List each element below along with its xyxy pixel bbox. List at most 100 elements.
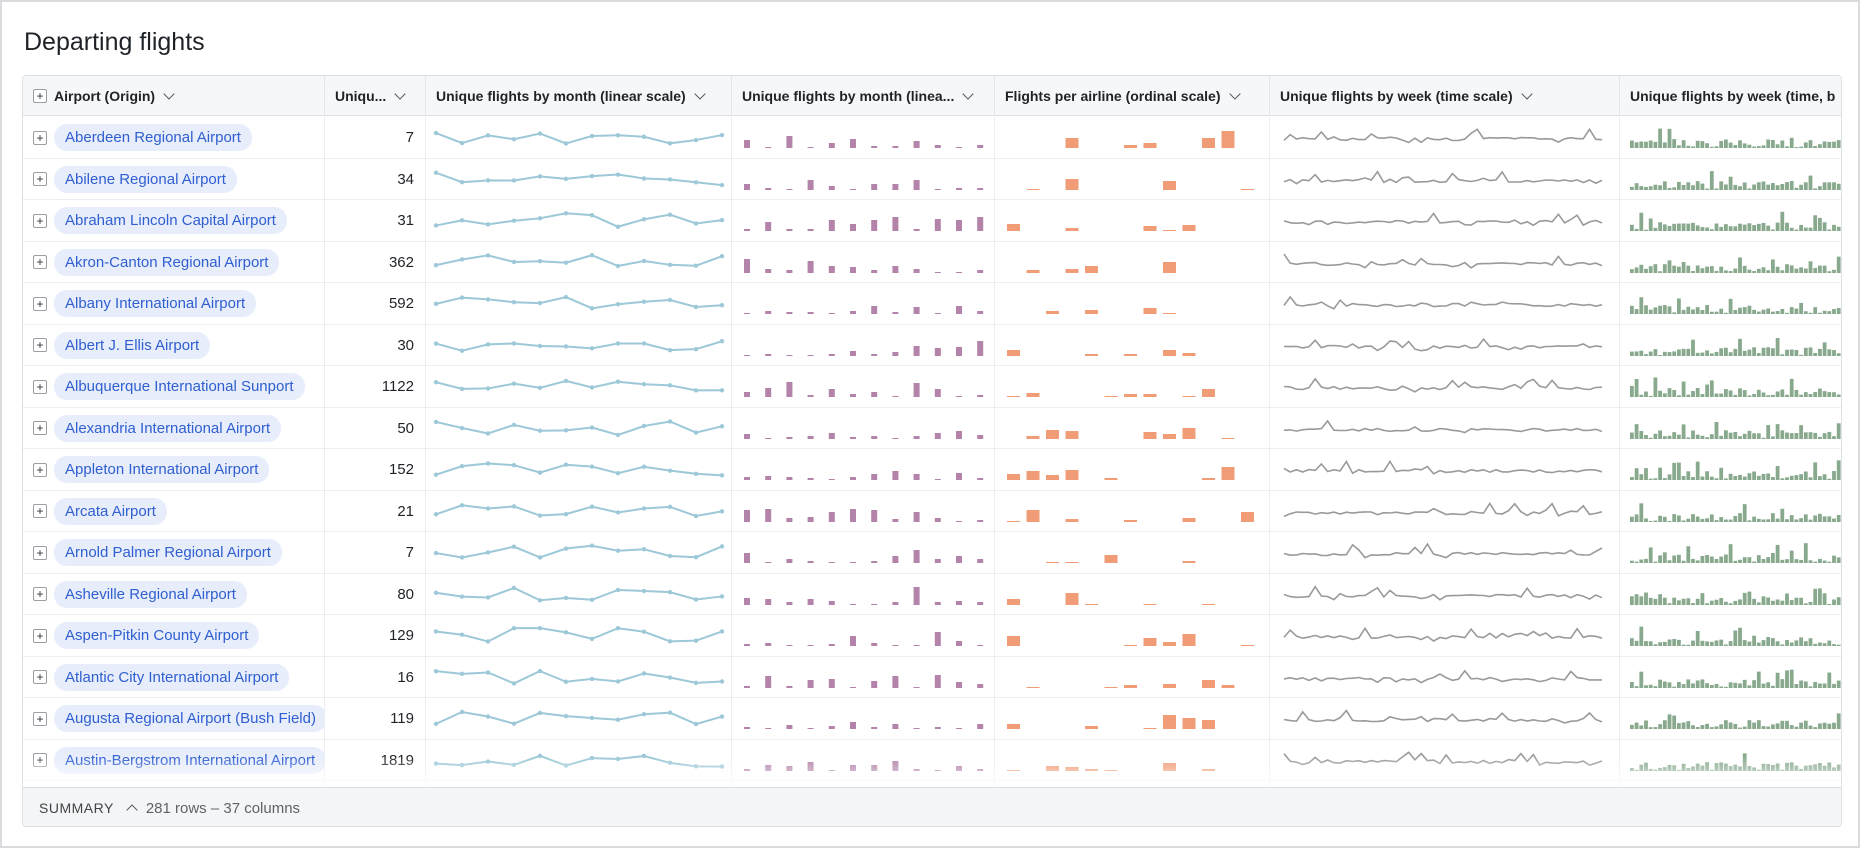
- sparkbar: [1813, 462, 1818, 480]
- table-row[interactable]: + Austin-Bergstrom International Airport 1…: [23, 739, 1841, 781]
- expand-row-icon[interactable]: +: [33, 338, 47, 352]
- sparkbar: [934, 674, 941, 688]
- expand-row-icon[interactable]: +: [33, 255, 47, 269]
- airport-pill[interactable]: Arcata Airport: [54, 497, 167, 525]
- summary-label[interactable]: SUMMARY: [39, 800, 114, 816]
- column-header-month-line[interactable]: Unique flights by month (linear scale): [426, 76, 732, 116]
- sparkline-point: [563, 294, 569, 300]
- expand-row-icon[interactable]: +: [33, 545, 47, 560]
- expand-row-icon[interactable]: +: [33, 628, 47, 643]
- sparkbar: [1714, 558, 1719, 563]
- airport-pill[interactable]: Albany International Airport: [54, 290, 257, 317]
- sparkbar: [1705, 723, 1709, 729]
- expand-row-icon[interactable]: +: [33, 753, 47, 767]
- airline-bar-sparkline-cell: [995, 324, 1270, 366]
- sparkbar: [1686, 145, 1691, 148]
- table-row[interactable]: + Arnold Palmer Regional Airport 7: [23, 532, 1841, 574]
- sparkline-point: [511, 300, 517, 305]
- sparkbar: [1808, 685, 1813, 688]
- sparkline-point: [433, 590, 439, 595]
- airport-pill[interactable]: Abilene Regional Airport: [54, 165, 237, 193]
- airport-pill[interactable]: Alexandria International Airport: [54, 414, 282, 442]
- sparkbar: [744, 313, 750, 314]
- airport-pill[interactable]: Abraham Lincoln Capital Airport: [54, 207, 287, 234]
- sparkbar: [1771, 139, 1775, 148]
- expand-row-icon[interactable]: +: [33, 670, 47, 684]
- sparkbar: [1691, 640, 1695, 646]
- week-line-sparkline-cell: [1270, 739, 1620, 781]
- sparkbar: [1742, 640, 1747, 646]
- expand-row-icon[interactable]: +: [33, 504, 47, 518]
- airport-pill[interactable]: Asheville Regional Airport: [54, 580, 247, 608]
- airline-bar-sparkline: [1007, 509, 1254, 522]
- sparkbar: [1728, 722, 1733, 729]
- airport-pill[interactable]: Austin-Bergstrom International Airport: [54, 746, 324, 774]
- sparkbar: [828, 143, 835, 148]
- table-row[interactable]: + Arcata Airport 21: [23, 490, 1841, 532]
- airport-pill[interactable]: Appleton International Airport: [54, 456, 270, 483]
- expand-row-icon[interactable]: +: [33, 172, 47, 186]
- airport-pill[interactable]: Aberdeen Regional Airport: [54, 124, 252, 151]
- sparkbar: [1658, 305, 1662, 314]
- table-row[interactable]: + Albert J. Ellis Airport 30: [23, 324, 1841, 366]
- sparkline-point: [641, 670, 647, 676]
- sparkbar: [1667, 351, 1672, 356]
- airport-pill[interactable]: Albuquerque International Sunport: [54, 373, 305, 400]
- expand-row-icon[interactable]: +: [33, 213, 47, 228]
- expand-row-icon[interactable]: +: [33, 379, 47, 394]
- sparkbar: [1733, 515, 1738, 522]
- table-row[interactable]: + Alexandria International Airport 50: [23, 407, 1841, 449]
- summary-bar[interactable]: SUMMARY 281 rows – 37 columns: [23, 787, 1841, 826]
- expand-row-icon[interactable]: +: [33, 130, 47, 145]
- table-row[interactable]: + Akron-Canton Regional Airport 362: [23, 241, 1841, 283]
- table-row[interactable]: + Aspen-Pitkin County Airport 129: [23, 615, 1841, 657]
- column-header-week-line[interactable]: Unique flights by week (time scale): [1270, 76, 1620, 116]
- column-header-airline-bar[interactable]: Flights per airline (ordinal scale): [995, 76, 1270, 116]
- column-header-month-bar[interactable]: Unique flights by month (linea...: [732, 76, 995, 116]
- airport-pill[interactable]: Arnold Palmer Regional Airport: [54, 539, 282, 566]
- chevron-down-icon[interactable]: [1520, 88, 1533, 100]
- airport-pill[interactable]: Albert J. Ellis Airport: [54, 331, 211, 359]
- sparkbar: [1775, 310, 1780, 314]
- table-row[interactable]: + Albuquerque International Sunport 1122: [23, 366, 1841, 408]
- column-header-airport[interactable]: + Airport (Origin): [23, 76, 325, 116]
- column-header-week-bar[interactable]: Unique flights by week (time, b: [1630, 88, 1836, 104]
- airport-pill[interactable]: Augusta Regional Airport (Bush Field): [54, 705, 324, 732]
- chevron-down-icon[interactable]: [694, 88, 706, 100]
- table-row[interactable]: + Appleton International Airport 152: [23, 449, 1841, 491]
- sparkbar: [1653, 307, 1658, 314]
- expand-all-icon[interactable]: +: [33, 89, 47, 103]
- table-row[interactable]: + Asheville Regional Airport 80: [23, 573, 1841, 615]
- chevron-down-icon[interactable]: [1228, 88, 1241, 100]
- expand-row-icon[interactable]: +: [33, 421, 47, 435]
- month-bar-sparkline-cell: [732, 615, 995, 656]
- table-row[interactable]: + Atlantic City International Airport 16: [23, 656, 1841, 698]
- sparkbar: [1630, 351, 1634, 356]
- table-row[interactable]: + Augusta Regional Airport (Bush Field) 11…: [23, 698, 1841, 740]
- sparkbar: [1822, 643, 1827, 646]
- expand-row-icon[interactable]: +: [33, 711, 47, 726]
- table-row[interactable]: + Albany International Airport 592: [23, 283, 1841, 325]
- table-row[interactable]: + Abilene Regional Airport 34: [23, 158, 1841, 200]
- sparkbar: [1724, 720, 1728, 729]
- table-row[interactable]: + Aberdeen Regional Airport 7: [23, 117, 1841, 159]
- sparkbar: [1803, 142, 1808, 148]
- column-header-unique-count[interactable]: Uniqu...: [325, 76, 426, 116]
- sparkbar: [807, 728, 814, 729]
- sparkbar: [871, 680, 878, 688]
- expand-row-icon[interactable]: +: [33, 296, 47, 311]
- sparkbar: [1785, 669, 1789, 688]
- chevron-down-icon[interactable]: [163, 88, 175, 100]
- sparkbar: [1691, 309, 1695, 314]
- table-row[interactable]: + Abraham Lincoln Capital Airport 31: [23, 200, 1841, 242]
- chevron-up-icon[interactable]: [126, 804, 138, 816]
- expand-row-icon[interactable]: +: [33, 587, 47, 601]
- chevron-down-icon[interactable]: [394, 88, 406, 100]
- expand-row-icon[interactable]: +: [33, 462, 47, 477]
- sparkbar: [1700, 227, 1705, 231]
- airport-pill[interactable]: Atlantic City International Airport: [54, 663, 290, 691]
- airport-pill[interactable]: Akron-Canton Regional Airport: [54, 248, 280, 276]
- airport-pill[interactable]: Aspen-Pitkin County Airport: [54, 622, 260, 649]
- airline-bar-sparkline: [1007, 762, 1215, 771]
- chevron-down-icon[interactable]: [962, 88, 975, 100]
